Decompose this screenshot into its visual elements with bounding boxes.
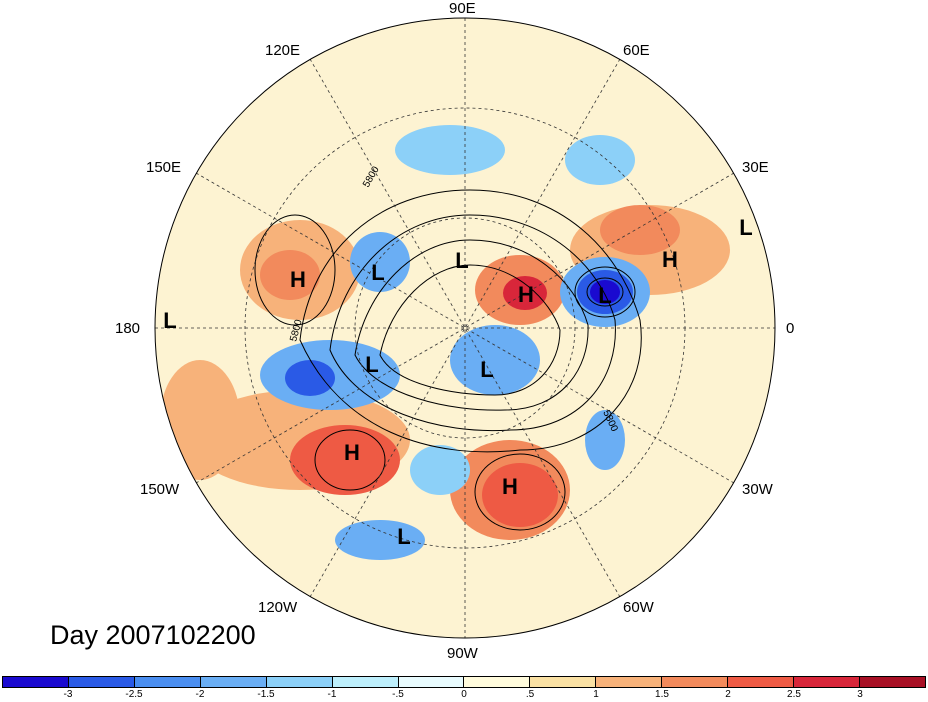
colorbar-swatch: [134, 677, 201, 687]
high-pressure-label: H: [502, 474, 518, 499]
plot-title: Day 2007102200: [50, 620, 256, 650]
longitude-label-90e: 90E: [449, 0, 476, 17]
low-pressure-label: L: [739, 215, 752, 240]
longitude-label-150w: 150W: [140, 481, 180, 498]
longitude-label-120e: 120E: [265, 42, 301, 59]
low-pressure-label: L: [397, 524, 410, 549]
colorbar-swatch: [728, 677, 795, 687]
longitude-label-90w: 90W: [447, 645, 478, 662]
low-pressure-label: L: [371, 260, 384, 285]
colorbar-swatch: [530, 677, 597, 687]
colorbar-tick-label: 1.5: [655, 689, 669, 700]
low-pressure-label: L: [365, 352, 378, 377]
warm-anomaly: [160, 360, 240, 480]
colorbar: [2, 676, 926, 688]
colorbar-tick-label: 1: [593, 689, 599, 700]
colorbar-tick-label: 0: [461, 689, 467, 700]
colorbar-tick-label: -3: [63, 689, 73, 700]
cool-anomaly: [350, 232, 410, 292]
colorbar-swatch: [200, 677, 267, 687]
colorbar-swatch: [859, 677, 925, 687]
high-pressure-label: H: [290, 267, 306, 292]
longitude-label-60w: 60W: [623, 599, 654, 616]
low-pressure-label: L: [598, 283, 611, 308]
colorbar-swatch: [398, 677, 465, 687]
longitude-label-180: 180: [115, 320, 141, 337]
longitude-label-150e: 150E: [146, 159, 182, 176]
colorbar-swatch: [794, 677, 860, 687]
longitude-label-30w: 30W: [742, 481, 773, 498]
colorbar-tick-label: 2: [725, 689, 731, 700]
low-pressure-label: L: [480, 357, 493, 382]
colorbar-tick-label: .5: [525, 689, 535, 700]
cool-anomaly: [590, 280, 620, 304]
geopotential-contours: [254, 189, 642, 531]
colorbar-swatch: [332, 677, 399, 687]
cool-anomaly: [565, 135, 635, 185]
cool-anomaly: [335, 520, 425, 560]
colorbar-tick-label: -1: [327, 689, 337, 700]
high-pressure-label: H: [518, 282, 534, 307]
warm-anomaly: [482, 463, 558, 527]
warm-anomaly: [600, 205, 680, 255]
low-pressure-label: L: [455, 248, 468, 273]
map-boundary: [154, 17, 776, 639]
colorbar-tick-label: 2.5: [787, 689, 801, 700]
colorbar-tick-label: -1.5: [257, 689, 275, 700]
colorbar-swatch: [266, 677, 333, 687]
cool-anomaly: [285, 360, 335, 396]
cool-anomaly: [450, 325, 540, 395]
colorbar-tick-label: 3: [857, 689, 863, 700]
cool-anomaly: [410, 445, 470, 495]
longitude-label-60e: 60E: [623, 42, 650, 59]
colorbar-tick-label: -2: [195, 689, 205, 700]
longitude-label-120w: 120W: [258, 599, 298, 616]
colorbar-swatch: [596, 677, 663, 687]
high-pressure-label: H: [662, 247, 678, 272]
graticule: [155, 18, 775, 638]
cool-anomaly: [395, 125, 505, 175]
polar-map: L L L L L L L L H H H H H 5800 5800 5800: [154, 17, 776, 639]
colorbar-swatch: [68, 677, 135, 687]
colorbar-tick-label: -2.5: [125, 689, 143, 700]
low-pressure-label: L: [163, 308, 176, 333]
colorbar-swatch: [464, 677, 531, 687]
longitude-label-30e: 30E: [742, 159, 769, 176]
colorbar-swatch: [662, 677, 729, 687]
colorbar-swatch: [3, 677, 69, 687]
cool-anomaly: [585, 410, 625, 470]
longitude-label-0: 0: [786, 320, 795, 337]
colorbar-tick-label: -.5: [392, 689, 404, 700]
warm-anomaly: [260, 250, 320, 300]
warm-anomaly: [290, 425, 400, 495]
high-pressure-label: H: [344, 440, 360, 465]
